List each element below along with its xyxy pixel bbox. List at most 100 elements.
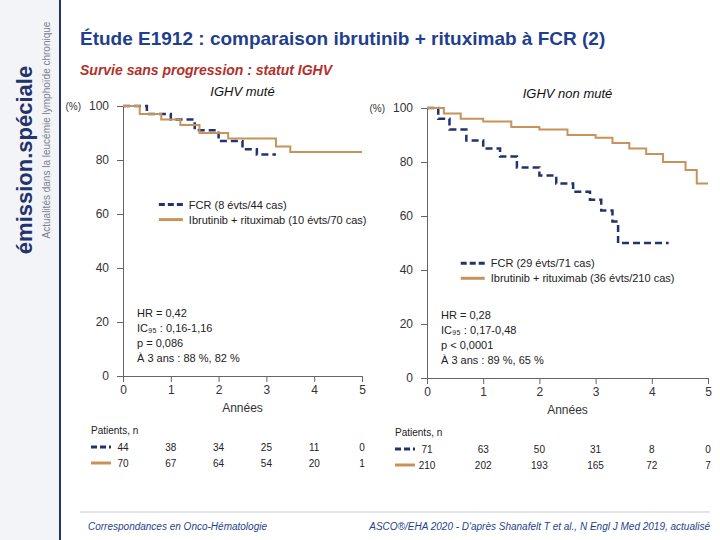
x-axis: 012345 — [120, 376, 366, 397]
x-tick: 1 — [168, 376, 175, 397]
legend-swatch — [461, 262, 485, 265]
brand: émission.spéciale — [12, 66, 37, 254]
y-tick-mark — [421, 216, 427, 217]
y-axis-line — [427, 109, 428, 379]
annotation: p < 0,0001 — [441, 339, 493, 351]
chart-title: IGHV non muté — [523, 86, 613, 101]
x-tick-label: 4 — [649, 385, 656, 399]
x-tick: 2 — [216, 376, 223, 397]
y-tick: 60 — [400, 209, 427, 223]
x-tick: 3 — [264, 376, 271, 397]
x-tick-label: 1 — [480, 385, 487, 399]
footer-left: Correspondances en Onco-Hématologie — [88, 521, 267, 532]
y-tick: 0 — [406, 371, 427, 385]
x-tick: 0 — [120, 376, 127, 397]
y-tick: 40 — [96, 261, 123, 275]
y-axis: 020406080100 — [393, 101, 428, 385]
at-risk-count: 54 — [261, 458, 273, 469]
at-risk-label: Patients, n — [91, 425, 138, 436]
at-risk-count: 165 — [587, 460, 604, 471]
at-risk-swatch — [91, 446, 111, 449]
at-risk-count: 7 — [705, 460, 711, 471]
at-risk-count: 8 — [649, 444, 655, 455]
at-risk-count: 202 — [475, 460, 492, 471]
y-axis-label: (%) — [369, 103, 385, 114]
y-tick-label: 60 — [400, 209, 414, 223]
at-risk-count: 11 — [309, 442, 320, 453]
x-tick: 3 — [593, 378, 600, 399]
slide: émission.spécialeActualités dans la leuc… — [0, 0, 720, 540]
x-tick-mark — [652, 378, 653, 384]
x-axis-label: Années — [222, 401, 263, 415]
legend-swatch — [461, 277, 485, 280]
at-risk-count: 34 — [213, 442, 225, 453]
annotation: À 3 ans : 88 %, 82 % — [137, 352, 240, 364]
x-tick-mark — [314, 376, 315, 382]
x-tick-label: 3 — [264, 383, 271, 397]
y-tick: 20 — [96, 315, 123, 329]
y-tick-label: 20 — [400, 317, 414, 331]
y-tick-label: 20 — [96, 315, 110, 329]
y-tick-label: 0 — [102, 369, 109, 383]
x-tick: 4 — [649, 378, 656, 399]
x-tick-mark — [362, 376, 363, 382]
footer-rule — [80, 512, 710, 513]
chart-title: IGHV muté — [210, 84, 274, 99]
x-tick-label: 0 — [424, 385, 431, 399]
at-risk-count: 70 — [117, 458, 129, 469]
chart: IGHV non muté020406080100(%)012345Années… — [369, 86, 712, 471]
legend: FCR (29 évts/71 cas)Ibrutinib + rituxima… — [461, 257, 675, 284]
y-tick-label: 0 — [406, 371, 413, 385]
y-tick-label: 40 — [400, 263, 414, 277]
at-risk-count: 0 — [705, 444, 711, 455]
at-risk-count: 31 — [590, 444, 602, 455]
at-risk-count: 25 — [261, 442, 273, 453]
at-risk-count: 63 — [478, 444, 490, 455]
y-tick: 80 — [400, 155, 427, 169]
x-tick-mark — [266, 376, 267, 382]
y-tick-mark — [117, 322, 123, 323]
y-tick-mark — [117, 214, 123, 215]
y-tick-mark — [117, 376, 123, 377]
at-risk-count: 44 — [117, 442, 129, 453]
y-tick: 100 — [89, 99, 123, 113]
sidebar — [0, 0, 60, 540]
x-tick-label: 2 — [216, 383, 223, 397]
y-tick-mark — [117, 160, 123, 161]
legend: FCR (8 évts/44 cas)Ibrutinib + rituximab… — [159, 199, 367, 226]
y-tick-label: 40 — [96, 261, 110, 275]
x-tick-mark — [596, 378, 597, 384]
y-tick-mark — [421, 108, 427, 109]
plot-area — [123, 106, 362, 155]
km-curve — [123, 106, 362, 152]
at-risk-count: 193 — [531, 460, 548, 471]
x-tick-label: 2 — [537, 385, 544, 399]
legend-entry: Ibrutinib + rituximab (36 évts/210 cas) — [491, 272, 675, 284]
x-tick: 5 — [705, 378, 712, 399]
legend-swatch — [159, 218, 183, 221]
y-tick-label: 80 — [96, 153, 110, 167]
x-axis: 0 1 2 3 4 5 — [424, 378, 712, 399]
x-axis-line — [124, 376, 363, 377]
km-curve — [427, 108, 708, 184]
y-tick-label: 80 — [400, 155, 414, 169]
at-risk-count: 72 — [646, 460, 658, 471]
at-risk-count: 71 — [421, 444, 433, 455]
x-axis-line — [428, 378, 709, 379]
x-tick-mark — [483, 378, 484, 384]
x-tick-label: 0 — [120, 383, 127, 397]
x-tick-label: 5 — [705, 385, 712, 399]
subtitle: Survie sans progression : statut IGHV — [80, 62, 334, 78]
y-tick: 20 — [400, 317, 427, 331]
at-risk-count: 64 — [213, 458, 225, 469]
y-tick-mark — [421, 270, 427, 271]
at-risk-count: 0 — [359, 442, 365, 453]
y-tick-label: 100 — [89, 99, 109, 113]
annotation: IC₉₅ : 0,16-1,16 — [137, 322, 212, 334]
at-risk-count: 50 — [534, 444, 546, 455]
annotation: HR = 0,28 — [441, 309, 491, 321]
x-tick: 2 — [537, 378, 544, 399]
y-axis: 020406080100 — [89, 99, 124, 383]
at-risk-swatch — [395, 448, 415, 451]
at-risk-count: 1 — [359, 458, 365, 469]
